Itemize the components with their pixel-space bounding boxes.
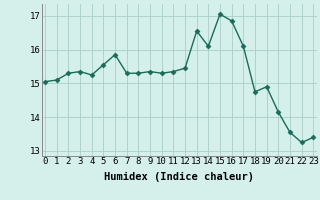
X-axis label: Humidex (Indice chaleur): Humidex (Indice chaleur) — [104, 172, 254, 182]
